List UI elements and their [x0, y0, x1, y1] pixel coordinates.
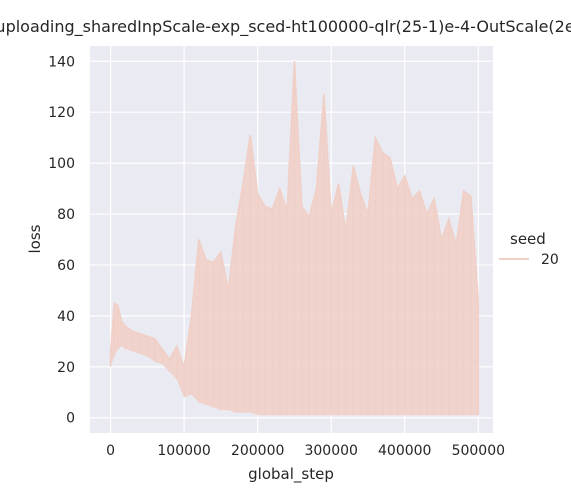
series-layer: [109, 61, 480, 416]
x-tick-label: 0: [106, 443, 115, 459]
y-axis-label: loss: [26, 224, 44, 253]
y-tick-label: 20: [57, 360, 75, 376]
tick-labels: 0 100000 200000 300000 400000 500000 0 20 40 60 80…: [48, 54, 505, 459]
legend: seed 20: [499, 230, 559, 268]
y-tick-label: 140: [48, 54, 75, 70]
y-tick-label: 80: [57, 207, 75, 223]
x-tick-label: 300000: [304, 443, 357, 459]
legend-title: seed: [510, 230, 546, 248]
y-tick-label: 100: [48, 156, 75, 172]
x-tick-label: 100000: [157, 443, 210, 459]
y-tick-label: 0: [66, 411, 75, 427]
x-tick-label: 200000: [231, 443, 284, 459]
y-tick-label: 60: [57, 258, 75, 274]
y-tick-label: 120: [48, 105, 75, 121]
legend-entry-20: 20: [541, 252, 559, 268]
x-tick-label: 400000: [378, 443, 431, 459]
chart-title: reuploading_sharedInpScale-exp_sced-ht10…: [0, 17, 571, 37]
x-tick-label: 500000: [452, 443, 505, 459]
y-tick-label: 40: [57, 309, 75, 325]
series-20-line: [109, 61, 480, 368]
x-axis-label: global_step: [248, 465, 334, 484]
